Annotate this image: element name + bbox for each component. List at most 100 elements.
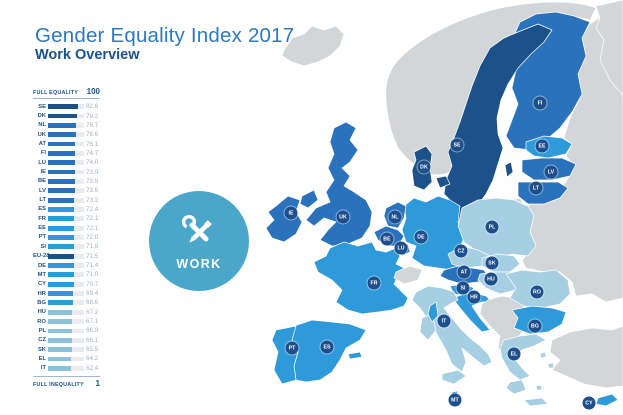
bar-label: PT (38, 234, 46, 241)
bar-track (48, 132, 84, 138)
bar-value: 74.7 (86, 149, 99, 157)
bar-row-hu: HU 67.2 (33, 308, 100, 317)
full-inequality-label: FULL INEQUALITY (33, 381, 84, 388)
bar-label: SE (38, 103, 46, 110)
bar-track (48, 347, 84, 352)
bar-value: 73.6 (86, 187, 99, 195)
full-inequality-value: 1 (95, 378, 100, 388)
northern-ireland (299, 189, 319, 209)
map-chip-el: EL (507, 347, 521, 361)
bar-row-si: SI 71.8 (33, 242, 100, 251)
bar-fill (48, 356, 72, 362)
greek-islands (535, 351, 555, 391)
map-chip-sk: SK (485, 256, 499, 270)
country-uk (305, 121, 373, 247)
map-chip-si: SI (456, 281, 470, 295)
bar-track (48, 197, 84, 203)
full-equality-value: 100 (86, 87, 100, 96)
bar-value: 64.2 (86, 355, 99, 363)
bar-value: 62.4 (86, 364, 99, 372)
bar-row-it: IT 62.4 (33, 364, 100, 373)
bar-value: 76.1 (86, 140, 99, 148)
map-chip-bg: BG (528, 319, 542, 333)
bar-fill (48, 225, 74, 231)
bar-value: 66.8 (86, 327, 99, 335)
bar-value: 71.0 (86, 271, 99, 279)
bar-track (48, 272, 84, 278)
bar-track (48, 160, 84, 166)
bar-label: NL (38, 122, 46, 129)
bar-value: 71.4 (86, 262, 99, 270)
bar-fill (48, 337, 72, 343)
bar-row-ee: EE 72.1 (33, 223, 100, 232)
bar-track (48, 309, 84, 315)
switzerland-landmass (393, 265, 423, 285)
bar-fill (48, 150, 75, 156)
map-chip-lt: LT (529, 181, 543, 195)
bar-value: 71.8 (86, 243, 99, 251)
bar-value: 73.8 (86, 177, 99, 185)
bar-fill (48, 141, 76, 147)
bar-fill (48, 207, 75, 212)
bar-track (48, 150, 84, 156)
bar-fill (48, 244, 74, 250)
map-chip-lu: LU (394, 241, 408, 255)
map-chip-ro: RO (530, 285, 544, 299)
map-chip-hr: HR (467, 290, 481, 304)
bar-track (48, 235, 84, 240)
map-chip-uk: UK (336, 210, 350, 224)
bar-value: 66.1 (86, 336, 99, 344)
scale-top: FULL EQUALITY 100 (33, 87, 100, 99)
bar-value: 67.2 (86, 308, 99, 316)
country-cy (595, 393, 619, 407)
bar-fill (48, 132, 76, 138)
bar-row-at: AT 76.1 (33, 139, 100, 148)
bar-value: 70.7 (86, 280, 99, 288)
bar-row-nl: NL 76.7 (33, 121, 100, 130)
russia-north-landmass (595, 0, 623, 97)
bar-track (48, 300, 84, 306)
bar-label: IT (40, 365, 46, 372)
bar-fill (48, 160, 75, 166)
bar-track (48, 207, 84, 212)
bar-row-be: BE 73.8 (33, 177, 100, 186)
map-chip-ee: EE (535, 139, 549, 153)
bar-fill (48, 319, 73, 324)
scale-bottom: FULL INEQUALITY 1 (33, 375, 100, 388)
map-chip-de: DE (414, 230, 428, 244)
bar-label: SI (40, 243, 46, 250)
bar-label: RO (37, 318, 46, 325)
bar-track (48, 169, 84, 175)
bar-label: DE (37, 262, 46, 269)
bar-label: PL (38, 327, 46, 334)
danish-islands (435, 175, 451, 189)
bar-label: ES (38, 206, 46, 213)
bar-row-hr: HR 69.4 (33, 289, 100, 298)
country-hr (453, 291, 493, 333)
bar-value: 82.6 (86, 103, 99, 111)
balearic-islands (347, 351, 363, 360)
bar-track (48, 291, 84, 296)
page-title: Gender Equality Index 2017 (35, 24, 295, 47)
bar-row-ro: RO 67.1 (33, 317, 100, 326)
bar-fill (48, 328, 72, 334)
bar-row-lu: LU 74.0 (33, 158, 100, 167)
map-chip-lv: LV (544, 165, 558, 179)
bar-row-es: ES 72.4 (33, 205, 100, 214)
bar-value: 69.4 (86, 290, 99, 298)
bar-label: EE (38, 225, 46, 232)
full-equality-label: FULL EQUALITY (33, 90, 79, 96)
bar-fill (48, 365, 71, 371)
bar-row-lv: LV 73.6 (33, 186, 100, 195)
bar-track (48, 141, 84, 147)
bar-row-de: DE 71.4 (33, 261, 100, 270)
bar-value: 73.9 (86, 168, 99, 176)
bar-fill (48, 263, 74, 268)
map-chip-pl: PL (485, 220, 499, 234)
bar-value: 72.1 (86, 215, 99, 223)
map-chip-cy: CY (582, 396, 596, 410)
map-chip-fr: FR (367, 276, 381, 290)
bar-value: 67.1 (86, 318, 99, 326)
bar-value: 76.6 (86, 131, 99, 139)
